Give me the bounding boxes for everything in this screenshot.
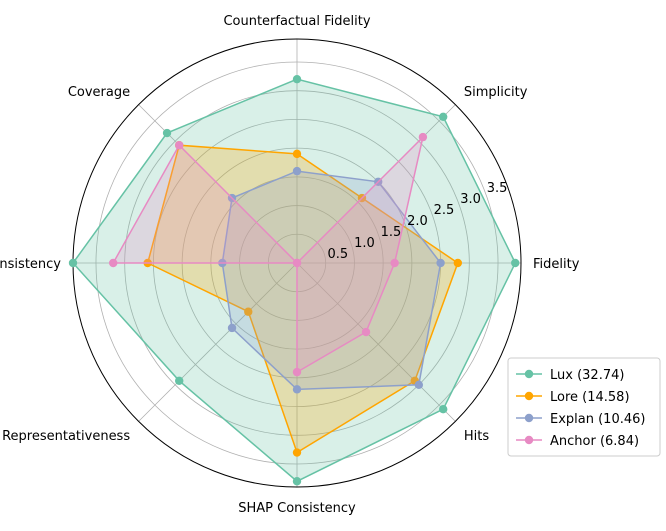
data-point — [175, 376, 184, 385]
data-point — [439, 112, 448, 121]
legend-marker — [524, 413, 534, 423]
data-point — [418, 132, 428, 142]
data-point — [361, 327, 371, 337]
radial-tick-label: 2.0 — [407, 214, 428, 229]
grid-spoke — [138, 262, 298, 422]
legend: Lux (32.74) Lore (14.58) Explan (10.46) Anc… — [507, 357, 661, 457]
grid-spoke — [296, 262, 456, 422]
data-point — [292, 258, 302, 268]
data-point — [390, 258, 399, 268]
data-point — [292, 448, 302, 457]
axis-label-simplicity: Simplicity — [464, 85, 528, 100]
axis-labels: Fidelity Simplicity Counterfactual Fidelit… — [0, 14, 580, 516]
data-point — [292, 367, 302, 377]
radial-tick-label: 3.5 — [487, 181, 508, 196]
radial-tick-label: 3.0 — [460, 192, 481, 207]
series-area — [147, 145, 458, 453]
data-point — [439, 405, 448, 414]
legend-label: Lux (32.74) — [550, 368, 624, 383]
data-point — [292, 75, 302, 84]
axis-label-fidelity: Fidelity — [533, 257, 580, 272]
series-layer — [68, 75, 520, 486]
radial-tick-label: 1.5 — [381, 225, 402, 240]
data-point — [292, 477, 302, 486]
data-point — [227, 323, 237, 333]
legend-marker — [524, 369, 534, 379]
series-area — [113, 137, 423, 373]
legend-item: Anchor (6.84) — [516, 434, 639, 449]
data-point — [109, 258, 118, 268]
radial-tick-labels: 0.5 1.0 1.5 2.0 2.5 3.0 3.5 — [328, 181, 508, 262]
legend-item: Lore (14.58) — [516, 390, 630, 405]
legend-item: Lux (32.74) — [516, 368, 624, 383]
axis-label-hits: Hits — [464, 429, 489, 444]
data-point — [292, 166, 302, 176]
legend-box — [507, 357, 661, 457]
axis-label-consistency: Consistency — [0, 257, 61, 272]
legend-item: Explan (10.46) — [516, 412, 645, 427]
legend-label: Explan (10.46) — [550, 412, 645, 427]
data-point — [68, 258, 78, 268]
legend-label: Lore (14.58) — [550, 390, 630, 405]
axis-label-shap-consistency: SHAP Consistency — [238, 501, 356, 516]
data-point — [292, 149, 302, 159]
radial-tick-label: 1.0 — [354, 236, 375, 251]
data-point — [436, 258, 445, 268]
axis-label-coverage: Coverage — [68, 85, 130, 100]
data-point — [292, 385, 302, 394]
series-area — [73, 79, 516, 482]
legend-label: Anchor (6.84) — [550, 434, 639, 449]
series-lux — [68, 75, 520, 486]
radial-tick-label: 0.5 — [328, 247, 349, 262]
data-point — [244, 307, 253, 316]
data-point — [162, 128, 172, 138]
legend-marker — [524, 391, 534, 401]
radial-tick-label: 2.5 — [434, 203, 455, 218]
legend-marker — [524, 435, 534, 445]
axis-label-counterfactual-fidelity: Counterfactual Fidelity — [223, 14, 370, 29]
data-point — [175, 141, 184, 150]
data-point — [453, 258, 463, 268]
data-point — [414, 380, 424, 390]
axis-label-representativeness: Representativeness — [2, 429, 130, 444]
data-point — [511, 258, 520, 268]
series-anchor — [109, 132, 428, 377]
series-area — [222, 171, 441, 390]
